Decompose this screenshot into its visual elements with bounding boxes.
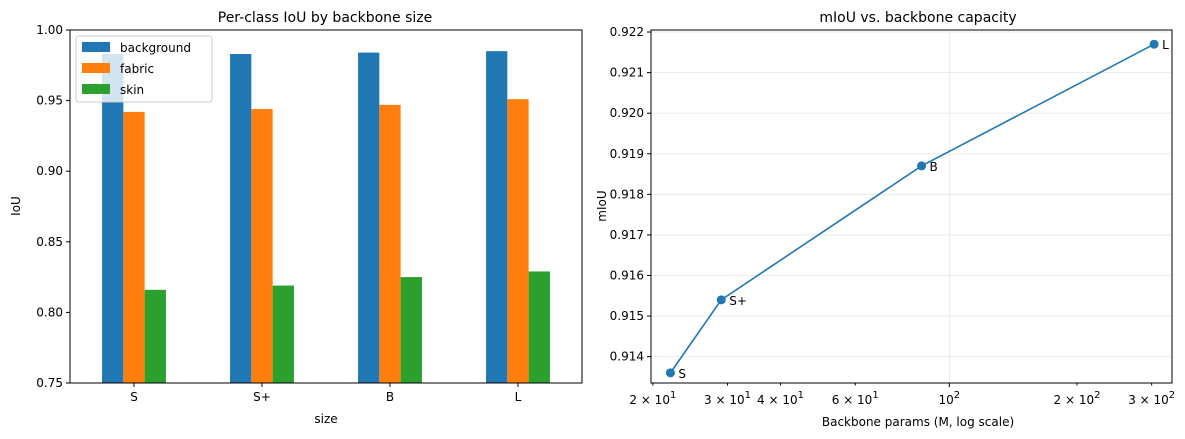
legend-label-fabric: fabric xyxy=(120,62,154,76)
bar-y-ticks: 0.75 0.80 0.85 0.90 0.95 1.00 xyxy=(36,23,70,390)
bar-y-tick-label: 0.85 xyxy=(36,235,63,249)
bar-fabric-S+ xyxy=(251,109,273,384)
legend-swatch-fabric xyxy=(82,63,110,73)
line-y-tick-label: 0.915 xyxy=(610,309,644,323)
legend-items: background fabric skin xyxy=(82,41,191,97)
bar-plot-frame xyxy=(69,29,583,384)
line-y-ticks: 0.914 0.915 0.916 0.917 0.918 0.919 0.920 0.921… xyxy=(610,25,651,364)
line-x-ticks: 2 × 101 3 × 101 4 × 101 6 × 101 102 2 × 102 3 … xyxy=(629,383,1175,407)
bar-y-tick-label: 0.95 xyxy=(36,94,63,108)
bar-background-B xyxy=(358,52,380,383)
line-series: S S+ B L xyxy=(665,38,1169,381)
bar-background-S xyxy=(102,54,124,384)
line-y-tick-label: 0.914 xyxy=(610,350,644,364)
bar-x-tick-label: S+ xyxy=(253,390,271,404)
line-y-axis-label: mIoU xyxy=(595,190,609,221)
line-y-tick-label: 0.919 xyxy=(610,147,644,161)
bar-legend: background fabric skin xyxy=(75,35,213,103)
bar-fabric-B xyxy=(379,104,401,383)
bar-background-S+ xyxy=(230,54,252,384)
line-y-tick-label: 0.917 xyxy=(610,228,644,242)
line-x-tick-label: 102 xyxy=(938,390,960,407)
bar-x-tick-label: S xyxy=(130,390,138,404)
line-x-tick-label: 4 × 101 xyxy=(757,390,804,407)
bar-x-tick-label: L xyxy=(515,390,522,404)
miou-point-S+ xyxy=(716,295,726,305)
line-grid xyxy=(651,30,1172,383)
bar-skin-S+ xyxy=(272,285,294,383)
line-y-tick-label: 0.916 xyxy=(610,268,644,282)
miou-point-label-L: L xyxy=(1162,38,1169,52)
bar-y-tick-label: 1.00 xyxy=(36,23,63,37)
bar-chart: Per-class IoU by backbone size 0.750.800… xyxy=(9,10,583,426)
line-chart-title: mIoU vs. backbone capacity xyxy=(819,10,1016,26)
legend-swatch-skin xyxy=(82,84,110,94)
bar-x-tick-label: B xyxy=(386,390,394,404)
bar-x-axis-label: size xyxy=(314,412,337,426)
bar-background-L xyxy=(486,51,508,384)
miou-point-L xyxy=(1149,39,1159,49)
line-chart: mIoU vs. backbone capacity 0.9140.9150.9… xyxy=(595,10,1175,429)
bar-y-axis-label: IoU xyxy=(9,196,23,216)
bar-y-tick-label: 0.80 xyxy=(36,305,63,319)
miou-point-B xyxy=(917,161,927,171)
line-x-tick-label: 3 × 101 xyxy=(704,390,751,407)
miou-line xyxy=(669,43,1155,374)
miou-point-label-S+: S+ xyxy=(729,294,747,308)
bar-y-tick-label: 0.90 xyxy=(36,164,63,178)
bar-skin-S xyxy=(144,289,166,383)
bar-x-ticks: S S+ B L xyxy=(130,383,522,404)
line-y-tick-label: 0.921 xyxy=(610,66,644,80)
line-y-tick-label: 0.922 xyxy=(610,25,644,39)
line-x-tick-label: 3 × 102 xyxy=(1128,390,1175,407)
legend-label-skin: skin xyxy=(120,83,144,97)
bar-y-tick-label: 0.75 xyxy=(36,376,63,390)
line-x-tick-label: 6 × 101 xyxy=(832,390,879,407)
bar-skin-B xyxy=(400,277,422,383)
bar-fabric-L xyxy=(507,99,529,384)
legend-label-background: background xyxy=(120,41,191,55)
legend-swatch-background xyxy=(82,42,110,52)
line-y-tick-label: 0.918 xyxy=(610,187,644,201)
miou-point-label-B: B xyxy=(930,160,938,174)
line-plot-frame xyxy=(650,29,1173,384)
bar-bars xyxy=(102,51,550,384)
line-x-tick-label: 2 × 102 xyxy=(1054,390,1101,407)
bar-fabric-S xyxy=(123,111,145,384)
line-x-axis-label: Backbone params (M, log scale) xyxy=(822,415,1014,429)
line-x-tick-label: 2 × 101 xyxy=(629,390,676,407)
bar-skin-L xyxy=(528,271,550,383)
bar-chart-title: Per-class IoU by backbone size xyxy=(218,10,433,26)
miou-point-S xyxy=(665,368,675,378)
line-y-tick-label: 0.920 xyxy=(610,106,644,120)
miou-point-label-S: S xyxy=(678,367,686,381)
